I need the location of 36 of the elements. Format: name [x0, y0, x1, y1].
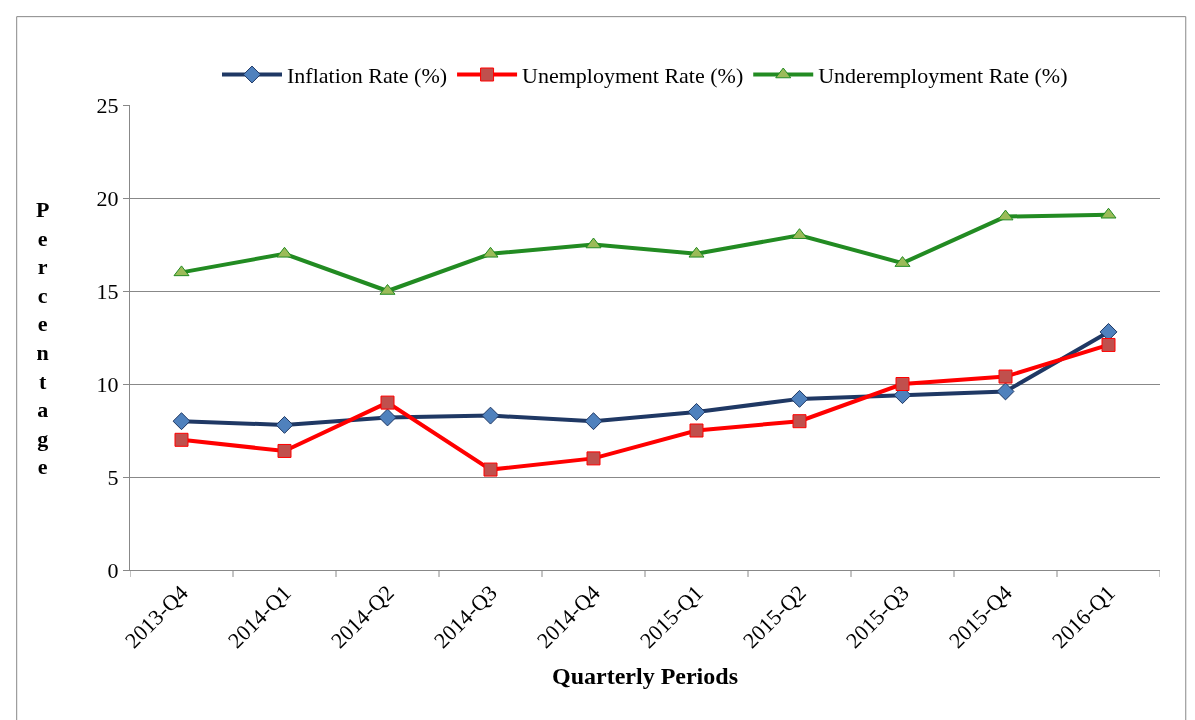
- point: [482, 246, 499, 258]
- point: [895, 377, 910, 391]
- point: [586, 451, 601, 466]
- point: [173, 265, 190, 277]
- point: [792, 414, 807, 429]
- point: [380, 395, 395, 410]
- y-tick-label: 25: [96, 92, 119, 118]
- point: [1101, 337, 1116, 352]
- point: [689, 423, 704, 438]
- point: [172, 412, 191, 431]
- point: [584, 412, 603, 431]
- x-axis-title: Quarterly Periods: [552, 663, 738, 690]
- y-tick-label: 10: [96, 371, 119, 397]
- point: [276, 246, 293, 258]
- point: [277, 443, 292, 458]
- point: [275, 415, 294, 434]
- point: [790, 389, 809, 408]
- legend-label: Inflation Rate (%): [287, 63, 448, 89]
- y-tick-label: 5: [107, 464, 119, 490]
- point: [998, 369, 1013, 384]
- point: [585, 237, 602, 249]
- point: [687, 402, 706, 421]
- legend-label: Underemployment Rate (%): [818, 63, 1068, 89]
- text: Percentage: [36, 197, 50, 480]
- point: [378, 408, 397, 427]
- point: [483, 462, 498, 477]
- y-tick-label: 0: [107, 557, 119, 583]
- point: [997, 209, 1014, 221]
- y-tick-label: 15: [96, 278, 119, 304]
- legend-label: Unemployment Rate (%): [522, 63, 744, 89]
- point: [174, 432, 189, 447]
- point: [996, 382, 1015, 401]
- point: [1100, 207, 1117, 219]
- point: [688, 246, 705, 258]
- point: [481, 406, 500, 425]
- y-tick-label: 20: [96, 185, 119, 211]
